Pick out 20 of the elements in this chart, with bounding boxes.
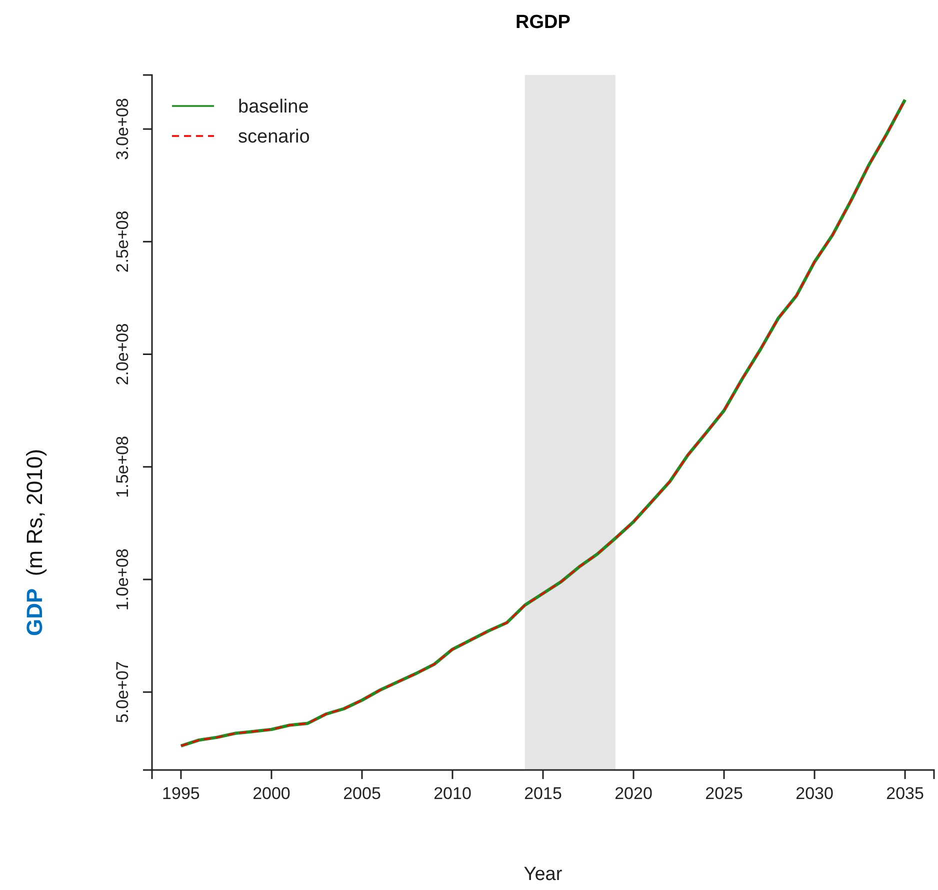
x-tick-label: 2020 [614, 784, 652, 804]
x-tick-label: 2005 [343, 784, 381, 804]
chart-title: RGDP [516, 12, 571, 33]
x-axis-title: Year [524, 864, 563, 885]
y-tick-label: 1.5e+08 [112, 436, 132, 498]
x-tick-label: 2030 [796, 784, 834, 804]
legend-label: scenario [238, 126, 310, 148]
x-tick-label: 2035 [886, 784, 924, 804]
x-tick-label: 2015 [524, 784, 562, 804]
x-tick-label: 2000 [252, 784, 290, 804]
legend-label: baseline [238, 96, 309, 118]
x-tick-label: 2025 [705, 784, 743, 804]
y-tick-label: 2.0e+08 [112, 323, 132, 386]
x-tick-label: 1995 [162, 784, 200, 804]
y-tick-label: 5.0e+07 [112, 661, 132, 724]
y-tick-label: 1.0e+08 [112, 548, 132, 610]
y-axis-title: GDP (m Rs, 2010) [22, 448, 47, 636]
x-tick-label: 2010 [434, 784, 472, 804]
y-tick-label: 3.0e+08 [112, 98, 132, 160]
y-tick-label: 2.5e+08 [112, 210, 132, 273]
